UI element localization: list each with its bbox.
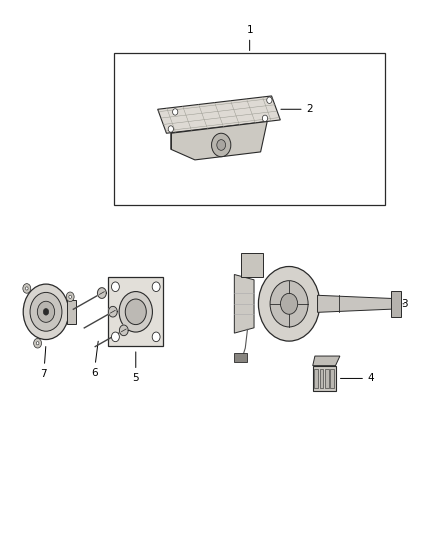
Text: 3: 3 xyxy=(401,299,407,309)
Circle shape xyxy=(69,295,71,298)
Polygon shape xyxy=(109,306,117,317)
Polygon shape xyxy=(241,253,263,277)
Bar xyxy=(330,369,334,388)
Circle shape xyxy=(30,293,62,331)
Bar xyxy=(314,369,318,388)
Circle shape xyxy=(119,292,152,332)
Polygon shape xyxy=(318,295,392,312)
Circle shape xyxy=(280,293,298,314)
Text: 1: 1 xyxy=(246,25,253,51)
Circle shape xyxy=(262,115,268,122)
Circle shape xyxy=(267,97,272,103)
Polygon shape xyxy=(171,122,267,160)
Circle shape xyxy=(23,284,31,293)
Circle shape xyxy=(37,301,55,322)
Bar xyxy=(67,300,76,324)
Circle shape xyxy=(173,109,178,115)
Text: 7: 7 xyxy=(40,346,47,379)
Circle shape xyxy=(168,126,173,132)
Circle shape xyxy=(212,133,231,157)
Bar xyxy=(234,353,247,362)
Polygon shape xyxy=(313,356,340,366)
Text: 6: 6 xyxy=(91,341,98,378)
Bar xyxy=(391,291,401,317)
Circle shape xyxy=(152,332,160,342)
Circle shape xyxy=(258,266,320,341)
Circle shape xyxy=(125,299,146,325)
Polygon shape xyxy=(234,274,254,333)
Circle shape xyxy=(66,292,74,302)
Text: 2: 2 xyxy=(281,104,313,114)
Polygon shape xyxy=(120,325,128,336)
Text: 5: 5 xyxy=(132,352,139,383)
Polygon shape xyxy=(98,288,106,298)
Circle shape xyxy=(43,309,49,315)
Circle shape xyxy=(111,332,119,342)
Circle shape xyxy=(23,284,69,340)
Circle shape xyxy=(270,281,308,327)
Circle shape xyxy=(25,287,28,290)
Circle shape xyxy=(111,282,119,292)
Bar xyxy=(109,277,163,346)
Bar xyxy=(320,369,323,388)
Circle shape xyxy=(152,282,160,292)
Circle shape xyxy=(217,140,226,150)
Bar xyxy=(114,53,385,205)
Circle shape xyxy=(34,338,42,348)
Polygon shape xyxy=(158,96,280,133)
Circle shape xyxy=(36,342,39,345)
Bar xyxy=(313,366,336,391)
Text: 4: 4 xyxy=(340,374,374,383)
Bar xyxy=(325,369,328,388)
